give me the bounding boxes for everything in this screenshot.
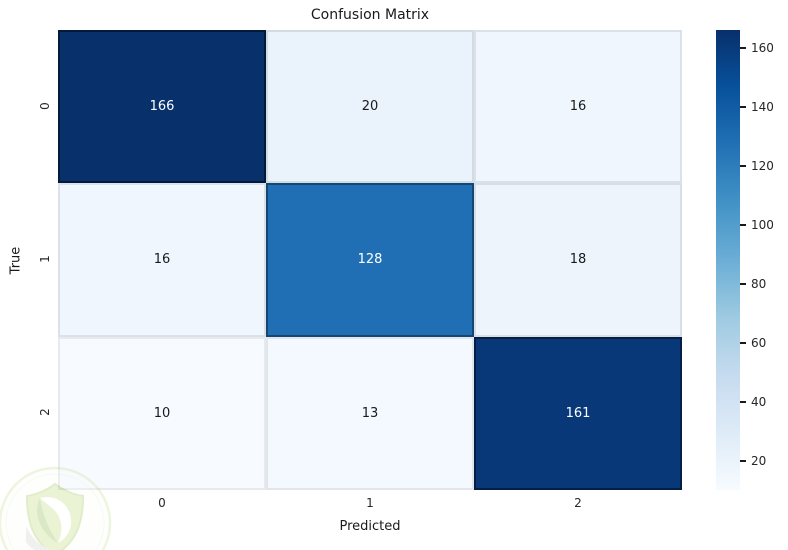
heatmap-grid: 166 20 16 16 128 18 10 13 161 <box>58 30 682 490</box>
cell-value: 20 <box>361 99 379 115</box>
heatmap-cell: 20 <box>266 30 474 184</box>
y-axis-tick: 0 <box>38 101 52 110</box>
colorbar-tick-mark <box>740 341 746 344</box>
colorbar <box>716 30 740 490</box>
y-axis-tick: 1 <box>38 255 52 263</box>
heatmap-cell: 10 <box>58 336 266 490</box>
colorbar-tick-label: 120 <box>751 158 774 173</box>
y-axis-tick: 2 <box>38 408 52 417</box>
heatmap-cell: 18 <box>474 183 682 337</box>
colorbar-tick-label: 140 <box>751 99 774 114</box>
colorbar-tick-label: 20 <box>751 453 767 468</box>
x-axis-label: Predicted <box>339 519 401 534</box>
colorbar-tick-label: 40 <box>751 394 767 409</box>
x-axis-tick: 1 <box>366 496 374 510</box>
cell-value: 166 <box>149 99 175 115</box>
colorbar-tick-label: 80 <box>751 276 767 291</box>
chart-title: Confusion Matrix <box>310 7 430 23</box>
heatmap-cell: 16 <box>58 183 266 337</box>
cell-value: 16 <box>569 99 587 115</box>
heatmap-cell: 13 <box>266 336 474 490</box>
colorbar-tick-label: 100 <box>751 217 774 232</box>
heatmap-cell: 128 <box>266 183 474 337</box>
cell-value: 16 <box>153 252 171 268</box>
colorbar-tick-label: 60 <box>751 335 767 350</box>
colorbar-tick-label: 160 <box>751 40 774 55</box>
x-axis-tick: 2 <box>574 496 582 510</box>
colorbar-tick-mark <box>740 46 746 49</box>
colorbar-tick-mark <box>740 105 746 108</box>
colorbar-tick-mark <box>740 459 746 462</box>
colorbar-tick-mark <box>740 164 746 167</box>
colorbar-tick-mark <box>740 223 746 226</box>
colorbar-tick-mark <box>740 400 746 403</box>
cell-value: 13 <box>361 405 379 421</box>
cell-value: 18 <box>569 252 587 268</box>
y-axis-label: True <box>8 246 24 275</box>
cell-value: 10 <box>153 405 171 421</box>
heatmap-cell: 16 <box>474 30 682 184</box>
cell-value: 161 <box>565 405 591 421</box>
x-axis-tick: 0 <box>158 496 166 510</box>
colorbar-tick-mark <box>740 282 746 285</box>
watermark-logo: كسيــل <box>0 466 112 550</box>
heatmap-cell: 166 <box>58 30 266 184</box>
heatmap-cell: 161 <box>474 336 682 490</box>
cell-value: 128 <box>357 252 383 268</box>
